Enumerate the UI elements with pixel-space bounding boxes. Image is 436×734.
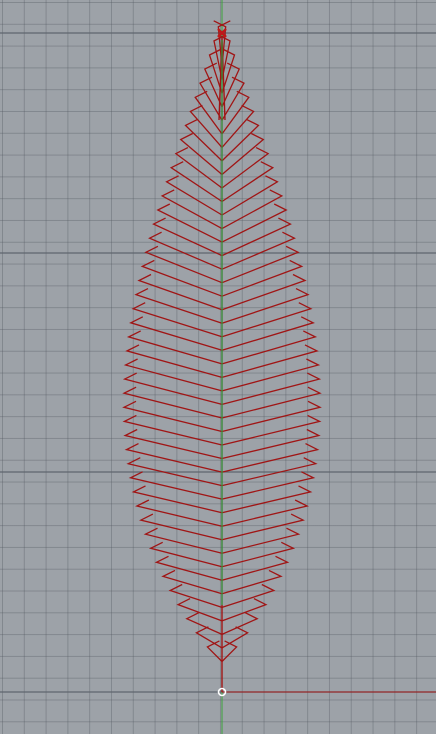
leaf-rib-curve[interactable]	[221, 203, 288, 243]
leaf-rib-curve[interactable]	[122, 386, 223, 419]
leaf-rib-curve[interactable]	[122, 372, 223, 406]
leaf-rib-curve[interactable]	[134, 288, 223, 324]
leaf-rib-curve[interactable]	[221, 428, 321, 460]
leaf-rib-curve[interactable]	[221, 499, 309, 527]
leaf-rib-curve[interactable]	[221, 217, 292, 257]
leaf-rib-curve[interactable]	[135, 499, 223, 527]
leaf-rib-curve[interactable]	[221, 288, 310, 324]
leaf-rib-curve[interactable]	[131, 302, 223, 338]
leaf-rib-curve[interactable]	[128, 471, 223, 500]
leaf-rib-curve[interactable]	[176, 598, 223, 622]
leaf-rib-curve[interactable]	[221, 626, 249, 649]
leaf-rib-curve[interactable]	[217, 34, 231, 80]
leaf-rib-curve[interactable]	[160, 189, 223, 230]
leaf-rib-curve[interactable]	[221, 583, 276, 609]
leaf-rib-curve[interactable]	[221, 400, 322, 433]
leaf-rib-curve[interactable]	[221, 640, 238, 662]
leaf-rib-curve[interactable]	[221, 541, 296, 568]
leaf-rib-curve[interactable]	[221, 527, 301, 554]
leaf-rib-curve[interactable]	[221, 386, 322, 419]
leaf-rib-curve[interactable]	[206, 640, 223, 662]
leaf-rib-curve[interactable]	[140, 259, 223, 297]
leaf-rib-curve[interactable]	[174, 147, 223, 189]
leaf-outline-ribs[interactable]	[122, 20, 322, 692]
leaf-tip-spike[interactable]	[218, 37, 226, 121]
leaf-rib-curve[interactable]	[126, 330, 223, 365]
leaf-rib-curve[interactable]	[221, 259, 304, 297]
leaf-rib-curve[interactable]	[148, 541, 223, 568]
leaf-rib-curve[interactable]	[221, 316, 315, 351]
x-cross-icon[interactable]	[217, 28, 227, 38]
leaf-rib-curve[interactable]	[156, 203, 223, 243]
leaf-rib-curve[interactable]	[154, 555, 223, 581]
leaf-rib-curve[interactable]	[221, 471, 316, 500]
leaf-rib-curve[interactable]	[221, 48, 236, 94]
leaf-rib-curve[interactable]	[148, 231, 223, 270]
leaf-rib-curve[interactable]	[184, 118, 223, 162]
leaf-rib-curve[interactable]	[221, 457, 318, 487]
leaf-rib-curve[interactable]	[122, 400, 223, 433]
leaf-rib-curve[interactable]	[221, 485, 313, 514]
leaf-rib-curve[interactable]	[143, 527, 223, 554]
leaf-rib-curve[interactable]	[221, 612, 259, 635]
leaf-rib-curve[interactable]	[221, 90, 250, 135]
leaf-rib-curve[interactable]	[144, 245, 223, 284]
leaf-rib-curve[interactable]	[199, 76, 223, 121]
leaf-rib-curve[interactable]	[221, 330, 318, 365]
leaf-rib-curve[interactable]	[221, 189, 284, 230]
leaf-rib-curve[interactable]	[221, 161, 275, 203]
leaf-rib-curve[interactable]	[123, 358, 223, 392]
leaf-rib-curve[interactable]	[221, 132, 265, 175]
circle-point-icon[interactable]	[217, 687, 227, 697]
leaf-rib-curve[interactable]	[125, 344, 223, 379]
leaf-rib-curve[interactable]	[195, 626, 223, 649]
leaf-rib-curve[interactable]	[221, 414, 322, 446]
leaf-rib-curve[interactable]	[221, 344, 319, 379]
leaf-rib-curve[interactable]	[161, 569, 223, 595]
leaf-rib-curve[interactable]	[129, 316, 223, 351]
leaf-rib-curve[interactable]	[221, 569, 283, 595]
leaf-rib-curve[interactable]	[168, 583, 223, 609]
leaf-rib-curve[interactable]	[123, 428, 223, 460]
leaf-rib-curve[interactable]	[221, 147, 270, 189]
leaf-rib-curve[interactable]	[221, 555, 290, 581]
leaf-rib-curve[interactable]	[221, 302, 313, 338]
leaf-rib-curve[interactable]	[221, 443, 320, 473]
leaf-rib-curve[interactable]	[179, 132, 223, 175]
leaf-rib-curve[interactable]	[221, 104, 255, 148]
leaf-rib-curve[interactable]	[169, 161, 223, 203]
leaf-rib-curve[interactable]	[139, 513, 223, 541]
leaf-rib-curve[interactable]	[131, 485, 223, 514]
leaf-rib-curve[interactable]	[165, 175, 223, 216]
leaf-rib-curve[interactable]	[124, 443, 223, 473]
leaf-rib-curve[interactable]	[137, 273, 223, 311]
leaf-rib-curve[interactable]	[221, 372, 322, 406]
leaf-rib-curve[interactable]	[152, 217, 223, 257]
leaf-rib-curve[interactable]	[126, 457, 223, 487]
leaf-rib-curve[interactable]	[194, 90, 223, 135]
leaf-rib-curve[interactable]	[208, 48, 223, 94]
leaf-rib-curve[interactable]	[221, 358, 321, 392]
leaf-rib-curve[interactable]	[189, 104, 223, 148]
leaf-rib-curve[interactable]	[221, 231, 296, 270]
leaf-rib-curve[interactable]	[221, 273, 307, 311]
leaf-rib-curve[interactable]	[221, 598, 268, 622]
leaf-rib-curve[interactable]	[122, 414, 223, 446]
leaf-rib-curve[interactable]	[221, 175, 279, 216]
leaf-rib-curve[interactable]	[221, 245, 300, 284]
leaf-rib-curve[interactable]	[185, 612, 223, 635]
leaf-rib-curve[interactable]	[221, 118, 260, 162]
leaf-rib-curve[interactable]	[221, 76, 245, 121]
leaf-rib-curve[interactable]	[221, 513, 305, 541]
